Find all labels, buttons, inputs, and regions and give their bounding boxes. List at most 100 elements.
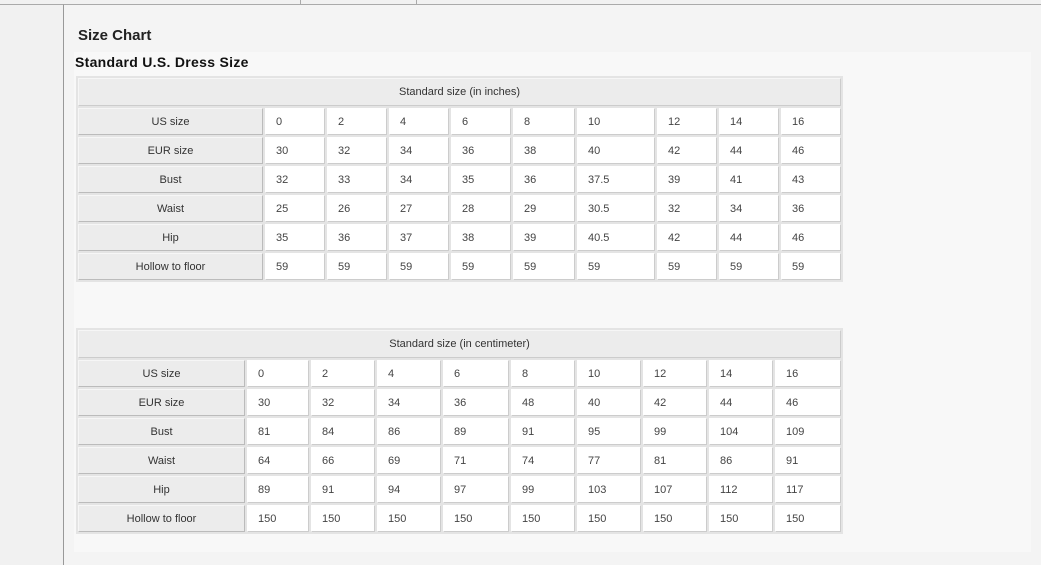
table-row: Hip 89 91 94 97 99 103 107 112 117: [78, 476, 842, 503]
table-cell: 34: [377, 389, 441, 416]
table-cell: 35: [265, 224, 325, 251]
table-row: EUR size 30 32 34 36 48 40 42 44 46: [78, 389, 842, 416]
table-cell: 44: [709, 389, 773, 416]
table-cell: 34: [389, 137, 449, 164]
table-cell: 35: [451, 166, 511, 193]
table-cell: 89: [247, 476, 309, 503]
page-title: Size Chart: [78, 27, 152, 44]
table-caption: Standard size (in centimeter): [78, 330, 842, 358]
table-cell: 59: [265, 253, 325, 280]
table-cell: 36: [781, 195, 842, 222]
table-cell: 12: [643, 360, 707, 387]
table-cell: 37.5: [577, 166, 655, 193]
table-cell: 89: [443, 418, 509, 445]
table-cell: 107: [643, 476, 707, 503]
table-row: Bust 32 33 34 35 36 37.5 39 41 43: [78, 166, 842, 193]
table-cell: 6: [443, 360, 509, 387]
row-label: US size: [78, 360, 245, 387]
table-cell: 71: [443, 447, 509, 474]
row-label: Waist: [78, 195, 263, 222]
table-cell: 59: [781, 253, 842, 280]
table-cell: 99: [643, 418, 707, 445]
table-cell: 12: [657, 108, 717, 135]
section-title: Standard U.S. Dress Size: [75, 54, 249, 70]
table-cell: 36: [327, 224, 387, 251]
table-cell: 66: [311, 447, 375, 474]
table-cell: 30.5: [577, 195, 655, 222]
table-cell: 16: [775, 360, 842, 387]
table-header-row: Standard size (in inches): [78, 78, 842, 106]
table-cell: 150: [775, 505, 842, 532]
table-cell: 84: [311, 418, 375, 445]
table-row: Hip 35 36 37 38 39 40.5 42 44 46: [78, 224, 842, 251]
row-label: Hip: [78, 224, 263, 251]
table-cell: 32: [657, 195, 717, 222]
table-cell: 8: [511, 360, 575, 387]
table-cell: 91: [311, 476, 375, 503]
row-label: Hip: [78, 476, 245, 503]
table-cell: 6: [451, 108, 511, 135]
table-cell: 8: [513, 108, 575, 135]
row-label: Bust: [78, 418, 245, 445]
table-cell: 74: [511, 447, 575, 474]
table-cell: 59: [577, 253, 655, 280]
row-label: Hollow to floor: [78, 505, 245, 532]
table-cell: 29: [513, 195, 575, 222]
table-cell: 32: [265, 166, 325, 193]
table-cell: 26: [327, 195, 387, 222]
row-label: Hollow to floor: [78, 253, 263, 280]
table-cell: 36: [443, 389, 509, 416]
table-cell: 38: [513, 137, 575, 164]
table-cell: 39: [513, 224, 575, 251]
table-cell: 40: [577, 389, 641, 416]
table-cell: 97: [443, 476, 509, 503]
table-cell: 4: [389, 108, 449, 135]
table-cell: 150: [643, 505, 707, 532]
table-cell: 32: [327, 137, 387, 164]
table-cell: 99: [511, 476, 575, 503]
table-row: Waist 64 66 69 71 74 77 81 86 91: [78, 447, 842, 474]
table-cell: 150: [311, 505, 375, 532]
table-row: US size 0 2 4 6 8 10 12 14 16: [78, 360, 842, 387]
table-cell: 42: [657, 224, 717, 251]
table-cell: 69: [377, 447, 441, 474]
table-cell: 150: [709, 505, 773, 532]
table-cell: 38: [451, 224, 511, 251]
table-cell: 44: [719, 224, 779, 251]
table-cell: 46: [781, 224, 842, 251]
table-cell: 4: [377, 360, 441, 387]
table-cell: 64: [247, 447, 309, 474]
table-cell: 59: [389, 253, 449, 280]
table-cell: 117: [775, 476, 842, 503]
table-cell: 43: [781, 166, 842, 193]
table-cell: 37: [389, 224, 449, 251]
table-cell: 150: [577, 505, 641, 532]
table-cell: 59: [327, 253, 387, 280]
table-cell: 33: [327, 166, 387, 193]
table-row: Hollow to floor 59 59 59 59 59 59 59 59 59: [78, 253, 842, 280]
table-cell: 150: [247, 505, 309, 532]
table-cell: 46: [781, 137, 842, 164]
table-cell: 10: [577, 108, 655, 135]
table-cell: 36: [451, 137, 511, 164]
table-cell: 59: [513, 253, 575, 280]
table-cell: 40: [577, 137, 655, 164]
table-cell: 59: [719, 253, 779, 280]
row-label: EUR size: [78, 389, 245, 416]
table-cell: 30: [247, 389, 309, 416]
table-cell: 0: [265, 108, 325, 135]
table-cell: 34: [389, 166, 449, 193]
table-cell: 91: [511, 418, 575, 445]
table-cell: 40.5: [577, 224, 655, 251]
table-cell: 36: [513, 166, 575, 193]
table-row: US size 0 2 4 6 8 10 12 14 16: [78, 108, 842, 135]
table-cell: 59: [657, 253, 717, 280]
table-cell: 2: [327, 108, 387, 135]
inches-size-table: Standard size (in inches) US size 0 2 4 6 8 10 1…: [76, 76, 844, 282]
row-label: Bust: [78, 166, 263, 193]
table-cell: 86: [709, 447, 773, 474]
table-cell: 2: [311, 360, 375, 387]
table-cell: 25: [265, 195, 325, 222]
table-cell: 95: [577, 418, 641, 445]
table-caption: Standard size (in inches): [78, 78, 842, 106]
